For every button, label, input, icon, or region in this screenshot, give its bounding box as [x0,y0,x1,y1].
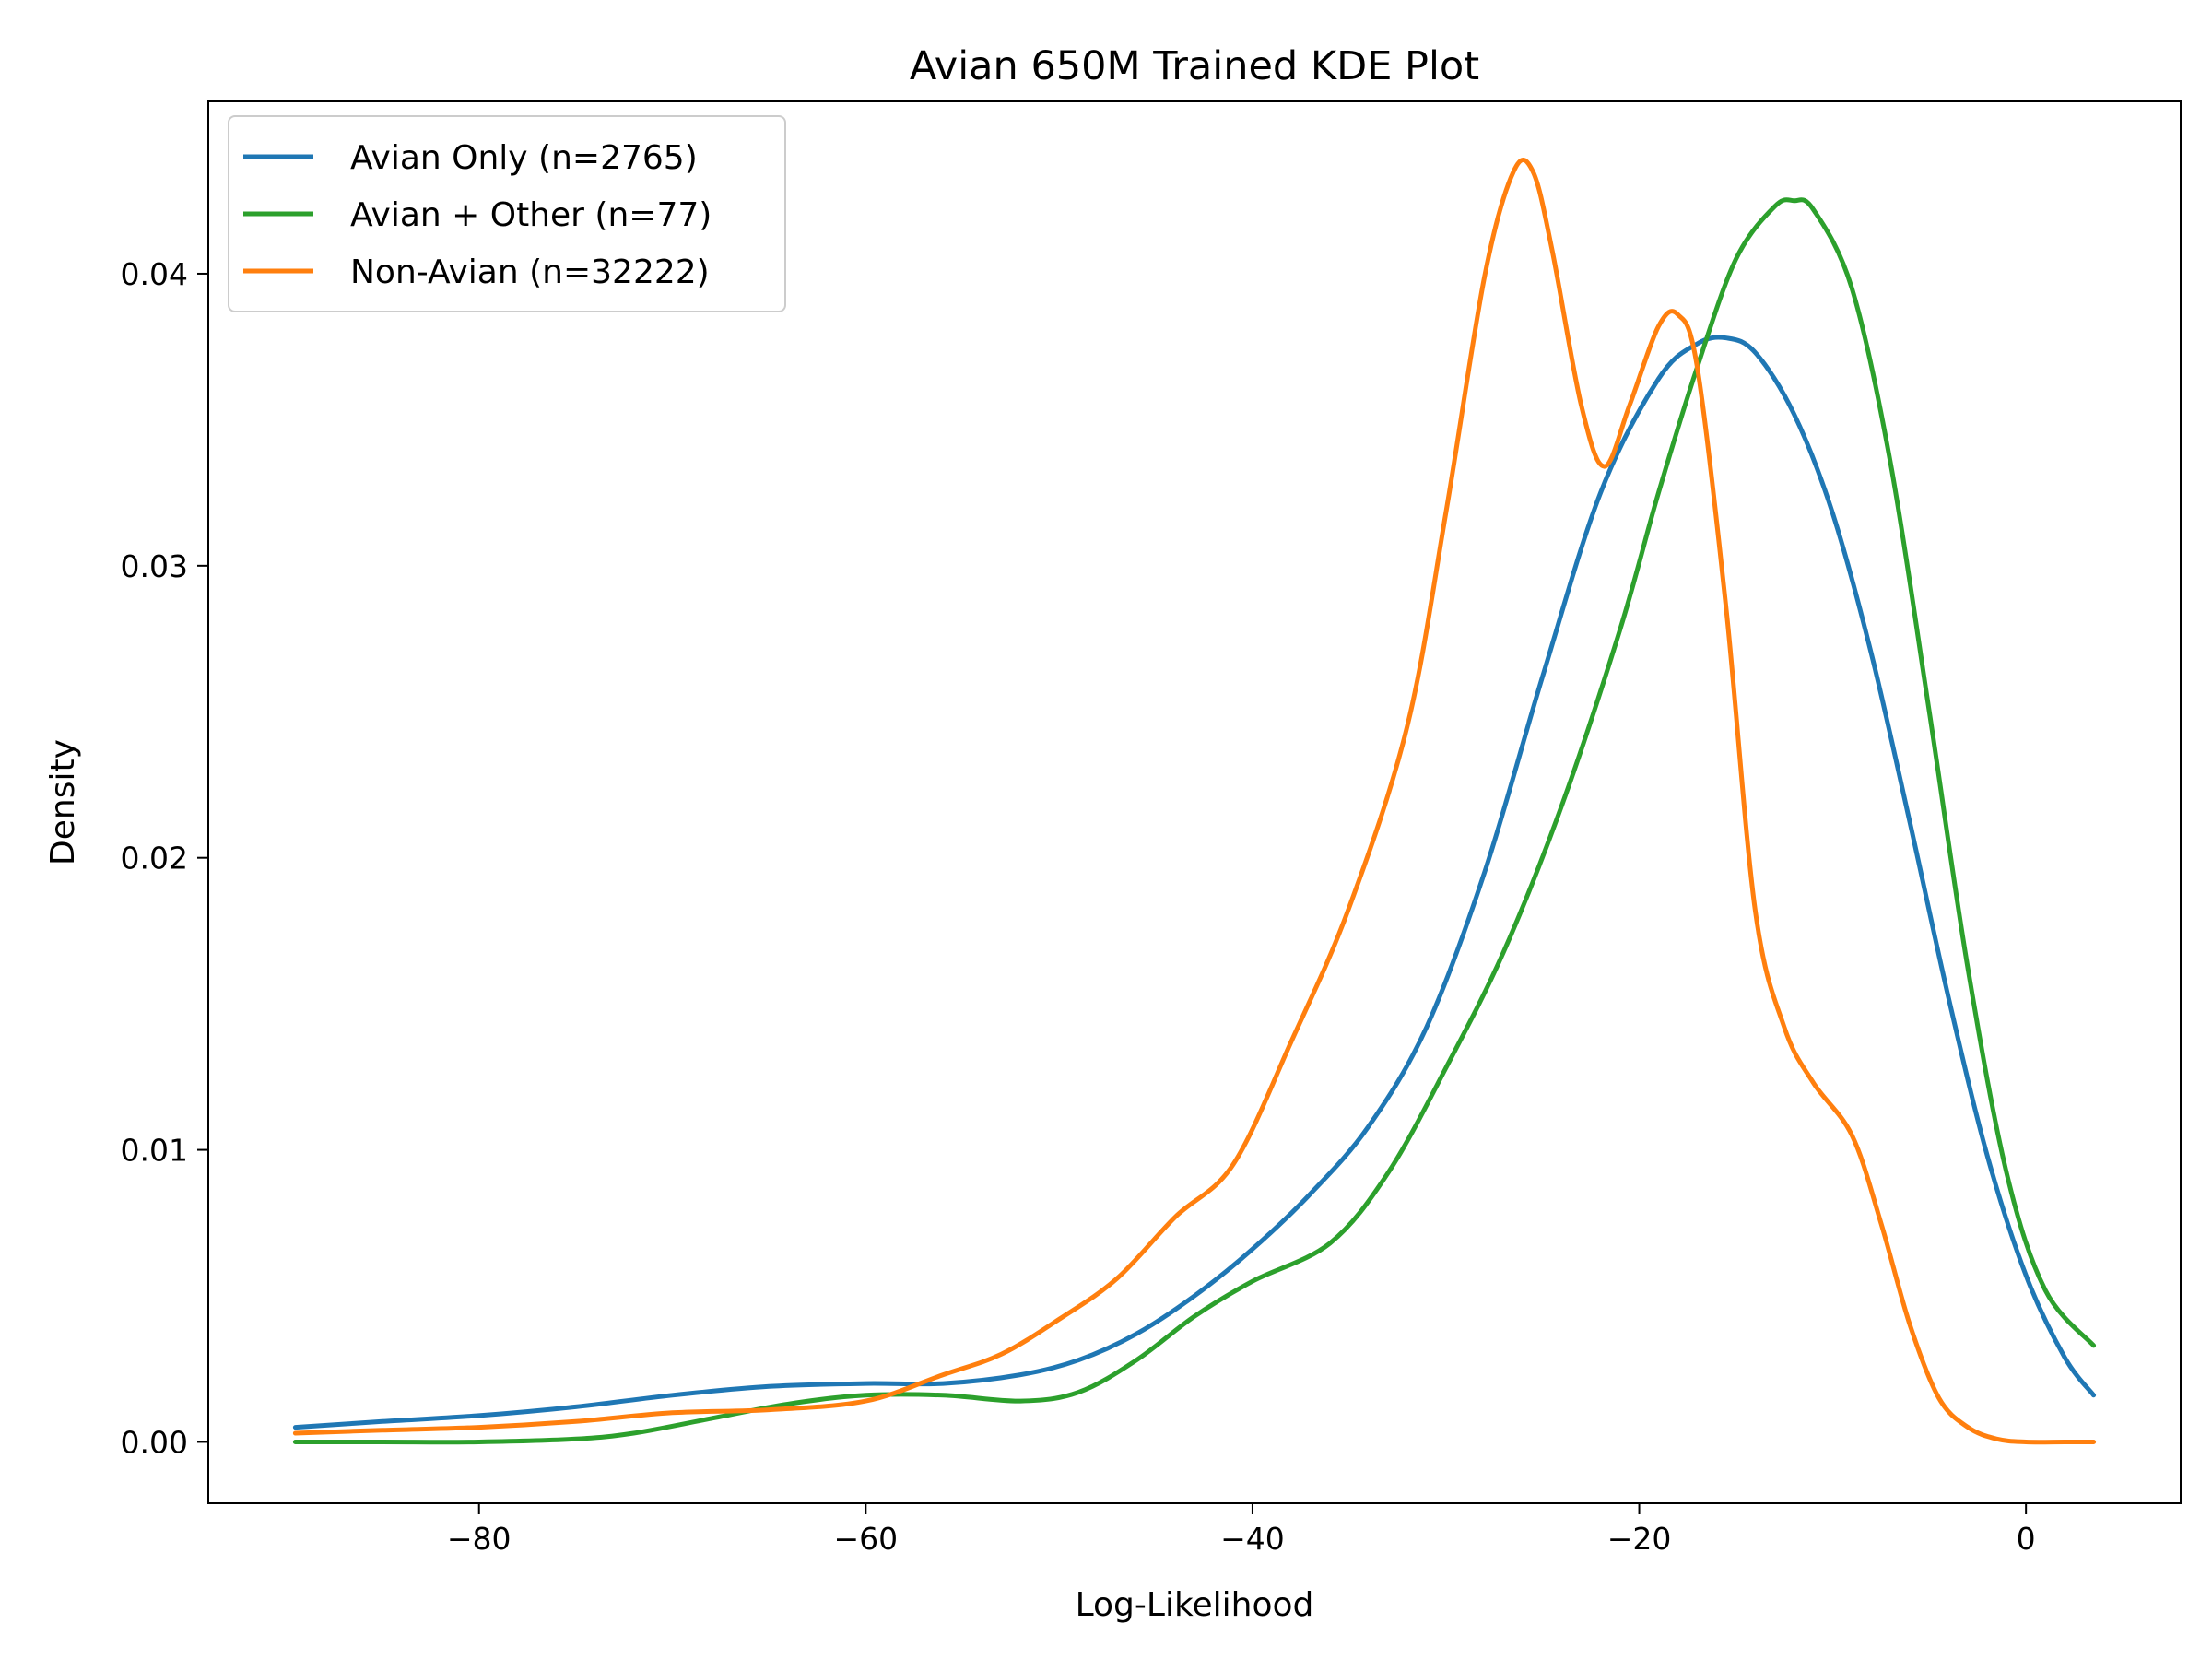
y-axis: 0.00 0.01 0.02 0.03 0.04 [121,256,208,1460]
y-axis-label: Density [44,739,82,865]
y-tick-label: 0.00 [121,1424,188,1460]
x-tick-label: −40 [1220,1521,1285,1557]
y-tick-label: 0.04 [121,256,188,292]
y-tick-label: 0.01 [121,1133,188,1169]
legend-label: Avian + Other (n=77) [350,196,712,234]
legend-box [228,115,786,312]
plot-area [292,158,2097,1445]
x-tick-label: −60 [834,1521,899,1557]
x-tick-label: −80 [447,1521,512,1557]
legend-label: Avian Only (n=2765) [350,139,698,177]
y-tick-label: 0.02 [121,841,188,877]
legend-label: Non-Avian (n=32222) [350,253,710,291]
legend: Avian Only (n=2765) Avian + Other (n=77) N… [228,115,786,312]
series-line-1 [292,335,2097,1430]
chart-title: Avian 650M Trained KDE Plot [910,43,1479,89]
series-line-3 [292,158,2097,1445]
series-line-2 [292,197,2097,1445]
x-tick-label: 0 [2017,1521,2036,1557]
x-axis: −80 −60 −40 −20 0 [447,1503,2036,1557]
y-tick-label: 0.03 [121,548,188,584]
x-tick-label: −20 [1607,1521,1672,1557]
plot-frame [207,100,2182,1504]
x-axis-label: Log-Likelihood [1076,1586,1314,1624]
